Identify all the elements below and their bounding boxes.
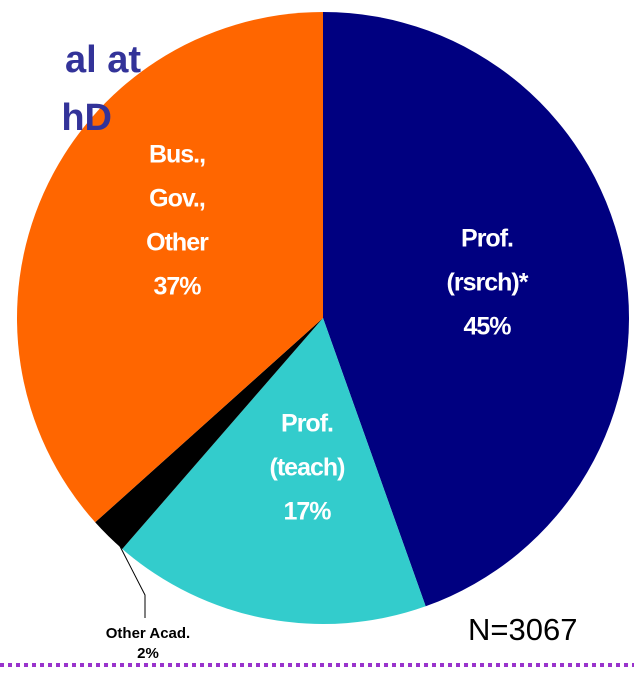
slice-label: Bus., bbox=[149, 141, 205, 169]
pie-slice bbox=[16, 12, 323, 523]
slice-label: Prof. bbox=[281, 410, 333, 438]
slice-value-label: 37% bbox=[153, 273, 201, 301]
slice-label: Gov., bbox=[149, 185, 205, 213]
chart-title: hD bbox=[61, 97, 112, 139]
slice-value-label: 17% bbox=[283, 498, 331, 526]
pie-slice bbox=[323, 12, 630, 607]
slice-label: (teach) bbox=[270, 454, 346, 482]
annotation: N=3067 bbox=[468, 612, 577, 647]
slice-label: Prof. bbox=[461, 225, 513, 253]
pie-slice bbox=[122, 318, 426, 624]
chart-title: al at bbox=[65, 39, 141, 81]
pie-slice bbox=[95, 318, 323, 549]
leader-line bbox=[112, 531, 146, 618]
slice-value-label: 45% bbox=[463, 313, 511, 341]
slice-label: Other Acad. bbox=[106, 625, 190, 642]
slice-label: Other bbox=[146, 229, 209, 257]
slice-label: (rsrch)* bbox=[447, 269, 529, 297]
slice-value-label: 2% bbox=[137, 645, 159, 662]
